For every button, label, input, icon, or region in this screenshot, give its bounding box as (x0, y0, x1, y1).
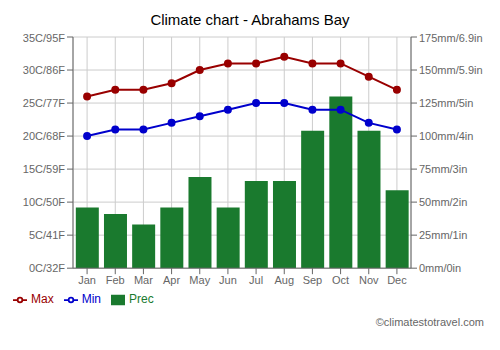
svg-text:175mm/6.9in: 175mm/6.9in (419, 32, 483, 44)
svg-text:Dec: Dec (387, 274, 407, 286)
svg-text:30C/86F: 30C/86F (23, 64, 65, 76)
svg-text:0C/32F: 0C/32F (29, 262, 65, 274)
svg-text:15C/59F: 15C/59F (23, 163, 65, 175)
svg-text:35C/95F: 35C/95F (23, 32, 65, 44)
svg-text:20C/68F: 20C/68F (23, 130, 65, 142)
html-text:Max: Max (31, 292, 54, 307)
svg-text:5C/41F: 5C/41F (29, 229, 65, 241)
svg-text:Feb: Feb (106, 274, 125, 286)
svg-text:150mm/5.9in: 150mm/5.9in (419, 64, 483, 76)
svg-text:May: May (189, 274, 210, 286)
svg-text:Mar: Mar (134, 274, 153, 286)
svg-text:Apr: Apr (163, 274, 180, 286)
svg-text:25C/77F: 25C/77F (23, 97, 65, 109)
svg-text:10C/50F: 10C/50F (23, 196, 65, 208)
svg-text:Jul: Jul (249, 274, 263, 286)
html-text:Min: Min (81, 292, 101, 307)
svg-text:0mm/0in: 0mm/0in (419, 262, 461, 274)
html-text:Climate chart - Abrahams Bay: Climate chart - Abrahams Bay (150, 11, 350, 28)
svg-text:25mm/1in: 25mm/1in (419, 229, 467, 241)
html-text:Prec: Prec (129, 292, 154, 307)
svg-text:75mm/3in: 75mm/3in (419, 163, 467, 175)
svg-text:Nov: Nov (359, 274, 379, 286)
svg-text:125mm/5in: 125mm/5in (419, 97, 473, 109)
svg-text:Jan: Jan (78, 274, 96, 286)
svg-text:Sep: Sep (303, 274, 323, 286)
svg-text:100mm/4in: 100mm/4in (419, 130, 473, 142)
svg-text:Jun: Jun (219, 274, 237, 286)
svg-text:50mm/2in: 50mm/2in (419, 196, 467, 208)
html-text:©climatestotravel.com: ©climatestotravel.com (375, 316, 484, 328)
svg-text:Oct: Oct (332, 274, 349, 286)
svg-text:Aug: Aug (274, 274, 294, 286)
